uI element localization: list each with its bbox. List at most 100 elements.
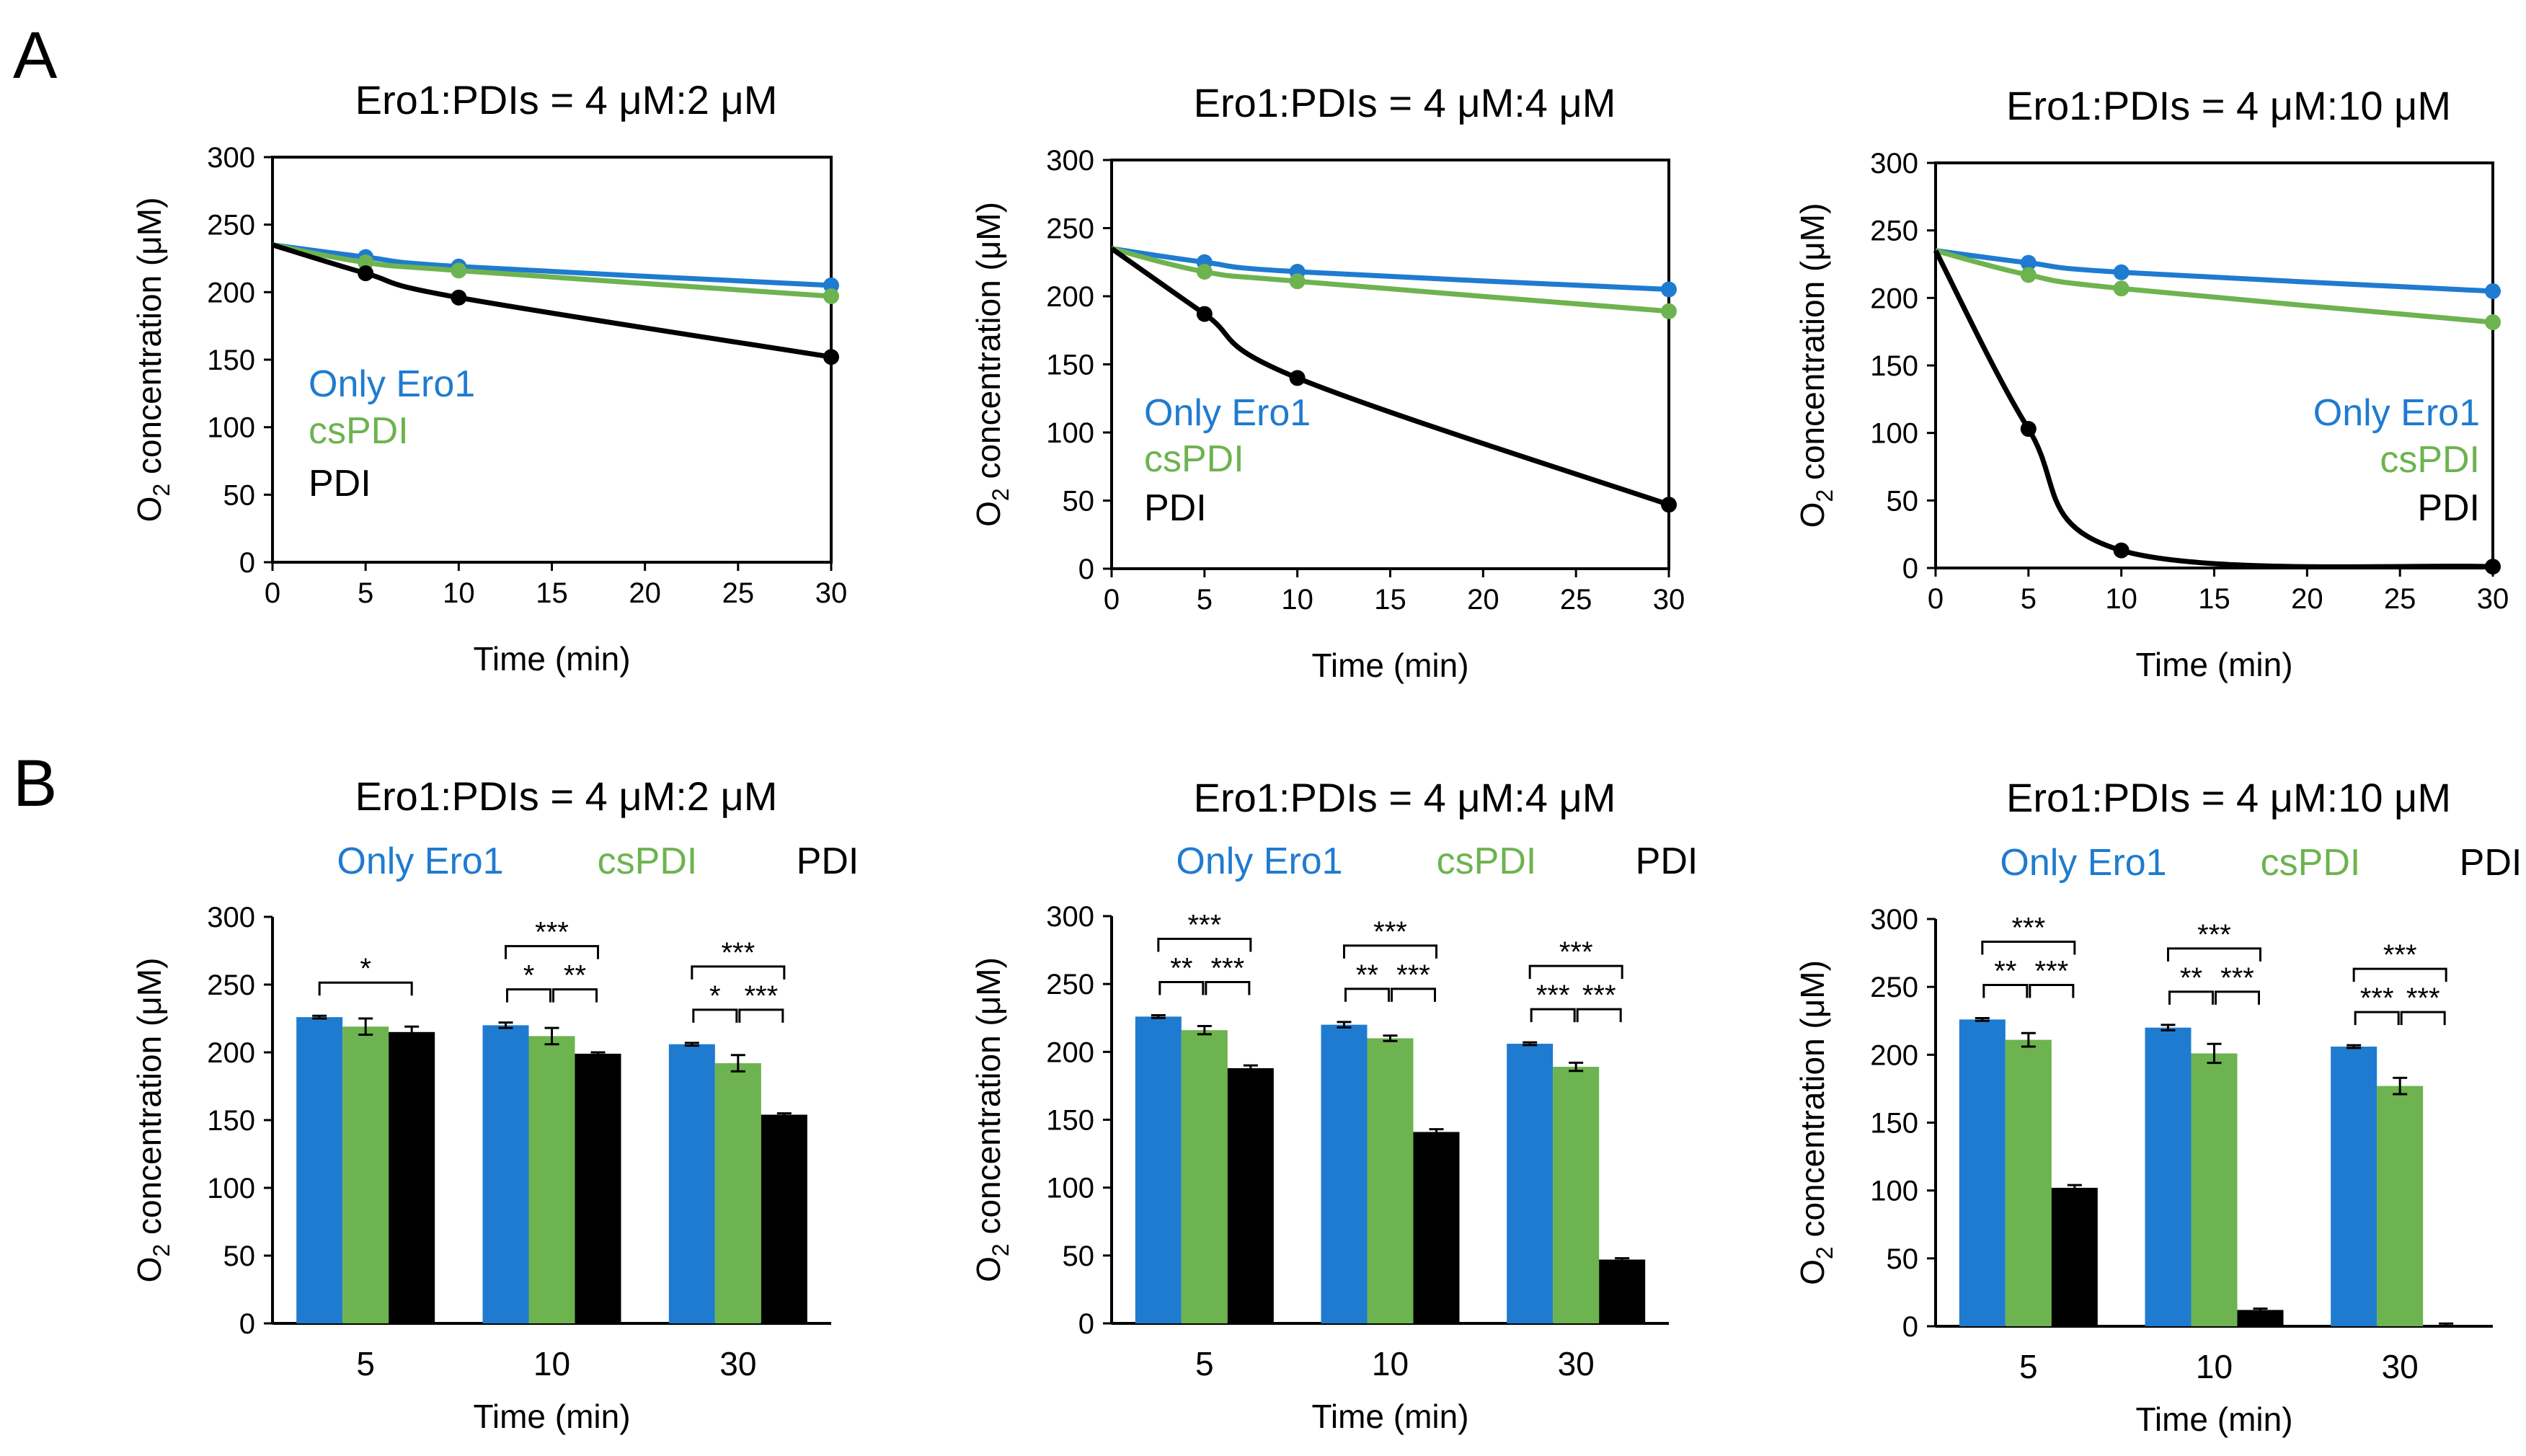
x-axis-label: Time (min) <box>1311 1398 1468 1435</box>
series-line-pdi <box>1109 246 1670 507</box>
series-line-only-ero1 <box>272 242 832 288</box>
x-tick-label: 5 <box>1197 584 1213 616</box>
y-tick-label: 250 <box>1870 972 1918 1003</box>
chart-title: Ero1:PDIs = 4 μM:10 μM <box>2006 83 2451 128</box>
bar-cspdi <box>1181 1030 1228 1323</box>
legend-entry: PDI <box>2417 487 2480 529</box>
significance-label: *** <box>1559 936 1593 968</box>
y-tick-label: 50 <box>1063 1240 1095 1272</box>
series-line-pdi <box>271 242 832 360</box>
y-tick-label: 250 <box>207 210 255 241</box>
significance-bracket <box>1391 987 1436 1002</box>
significance-bracket <box>318 981 413 996</box>
significance-label: *** <box>2197 919 2231 951</box>
bar-only-ero1 <box>2145 1027 2192 1326</box>
x-tick-label: 25 <box>722 577 755 609</box>
data-point <box>1196 263 1213 280</box>
data-point <box>823 288 839 304</box>
series-line-cspdi <box>1935 248 2494 325</box>
bar-pdi <box>389 1031 435 1323</box>
chart-title: Ero1:PDIs = 4 μM:10 μM <box>2006 775 2451 820</box>
chart-5: Ero1:PDIs = 4 μM:4 μM Only Ero1 csPDI PDI 0 5… <box>970 775 1698 1435</box>
x-tick-label: 10 <box>2105 583 2137 615</box>
significance-bracket <box>1528 964 1623 980</box>
significance-label: *** <box>2360 982 2394 1014</box>
y-tick-label: 200 <box>1870 1039 1918 1071</box>
panel-label-b: B <box>13 747 57 820</box>
significance-bracket <box>1982 983 2029 998</box>
data-point <box>451 262 467 279</box>
charts-container: Ero1:PDIs = 4 μM:2 μM0501001502002503000… <box>130 77 2522 1438</box>
y-tick-label: 0 <box>1078 1308 1094 1340</box>
x-tick-label: 5 <box>2021 583 2037 615</box>
x-tick-label: 10 <box>1281 584 1313 616</box>
x-tick-label: 10 <box>1372 1345 1409 1382</box>
data-point <box>1289 273 1306 290</box>
y-tick-label: 200 <box>207 277 255 308</box>
significance-bracket <box>1344 987 1390 1002</box>
y-tick-label: 100 <box>1046 1173 1094 1204</box>
significance-label: *** <box>535 917 569 949</box>
y-tick-label: 300 <box>1870 148 1918 179</box>
significance-label: * <box>360 953 371 985</box>
y-tick-label: 0 <box>239 1308 255 1340</box>
y-tick-label: 200 <box>1870 283 1918 314</box>
data-point <box>2485 559 2501 575</box>
significance-label: *** <box>1373 916 1407 948</box>
significance-label: * <box>709 980 721 1012</box>
y-tick-label: 300 <box>1046 145 1094 177</box>
bar-cspdi <box>2191 1053 2238 1326</box>
significance-bracket <box>692 1008 738 1023</box>
x-tick-label: 20 <box>1467 584 1499 616</box>
legend-entry: csPDI <box>309 410 409 452</box>
x-tick-label: 30 <box>2477 583 2509 615</box>
y-axis-label: O2 concentration (μM) <box>130 197 174 523</box>
significance-bracket <box>2029 983 2075 998</box>
y-tick-label: 250 <box>207 969 255 1001</box>
y-tick-label: 0 <box>239 547 255 579</box>
data-point <box>1661 303 1677 319</box>
x-axis-label: Time (min) <box>1311 647 1468 684</box>
legend-entry: PDI <box>2460 842 2522 884</box>
bar-cspdi <box>2005 1039 2052 1326</box>
y-tick-label: 200 <box>1046 281 1094 313</box>
x-tick-label: 5 <box>356 1345 375 1382</box>
legend-entry: Only Ero1 <box>2313 392 2480 434</box>
x-axis-label: Time (min) <box>2135 646 2292 683</box>
y-tick-label: 50 <box>1887 1243 1919 1275</box>
significance-bracket <box>1157 937 1252 952</box>
chart-title: Ero1:PDIs = 4 μM:2 μM <box>355 77 778 123</box>
bar-pdi <box>2051 1187 2098 1326</box>
significance-label: *** <box>2220 962 2254 994</box>
significance-label: * <box>523 960 535 992</box>
data-point <box>451 289 467 306</box>
significance-bracket <box>1981 940 2076 955</box>
significance-label: *** <box>1536 980 1570 1011</box>
legend-entry: csPDI <box>1437 840 1537 882</box>
bar-only-ero1 <box>296 1017 343 1323</box>
data-point <box>2020 254 2037 271</box>
y-axis-label: O2 concentration (μM) <box>970 202 1014 527</box>
data-point <box>2113 542 2130 559</box>
bar-cspdi <box>528 1036 575 1323</box>
y-tick-label: 50 <box>1063 486 1095 518</box>
significance-bracket <box>2354 1011 2400 1026</box>
legend-entry: PDI <box>309 463 371 505</box>
bar-only-ero1 <box>1507 1044 1554 1323</box>
data-point <box>2485 283 2501 299</box>
chart-title: Ero1:PDIs = 4 μM:4 μM <box>1194 80 1616 125</box>
significance-label: *** <box>2383 939 2417 971</box>
significance-label: *** <box>1582 980 1616 1011</box>
x-tick-label: 30 <box>815 577 848 609</box>
y-tick-label: 150 <box>1046 1105 1094 1137</box>
significance-bracket <box>2400 1011 2446 1026</box>
significance-label: *** <box>1210 952 1244 984</box>
y-tick-label: 300 <box>207 902 255 933</box>
y-tick-label: 150 <box>1046 350 1094 381</box>
chart-1: Ero1:PDIs = 4 μM:2 μM 0 50 100 150 200 250 300 0… <box>130 77 847 678</box>
x-axis-label: Time (min) <box>2135 1400 2292 1438</box>
legend-entry: PDI <box>1636 840 1698 882</box>
x-tick-label: 0 <box>265 577 280 609</box>
x-tick-label: 30 <box>1653 584 1685 616</box>
significance-label: *** <box>2406 982 2440 1014</box>
